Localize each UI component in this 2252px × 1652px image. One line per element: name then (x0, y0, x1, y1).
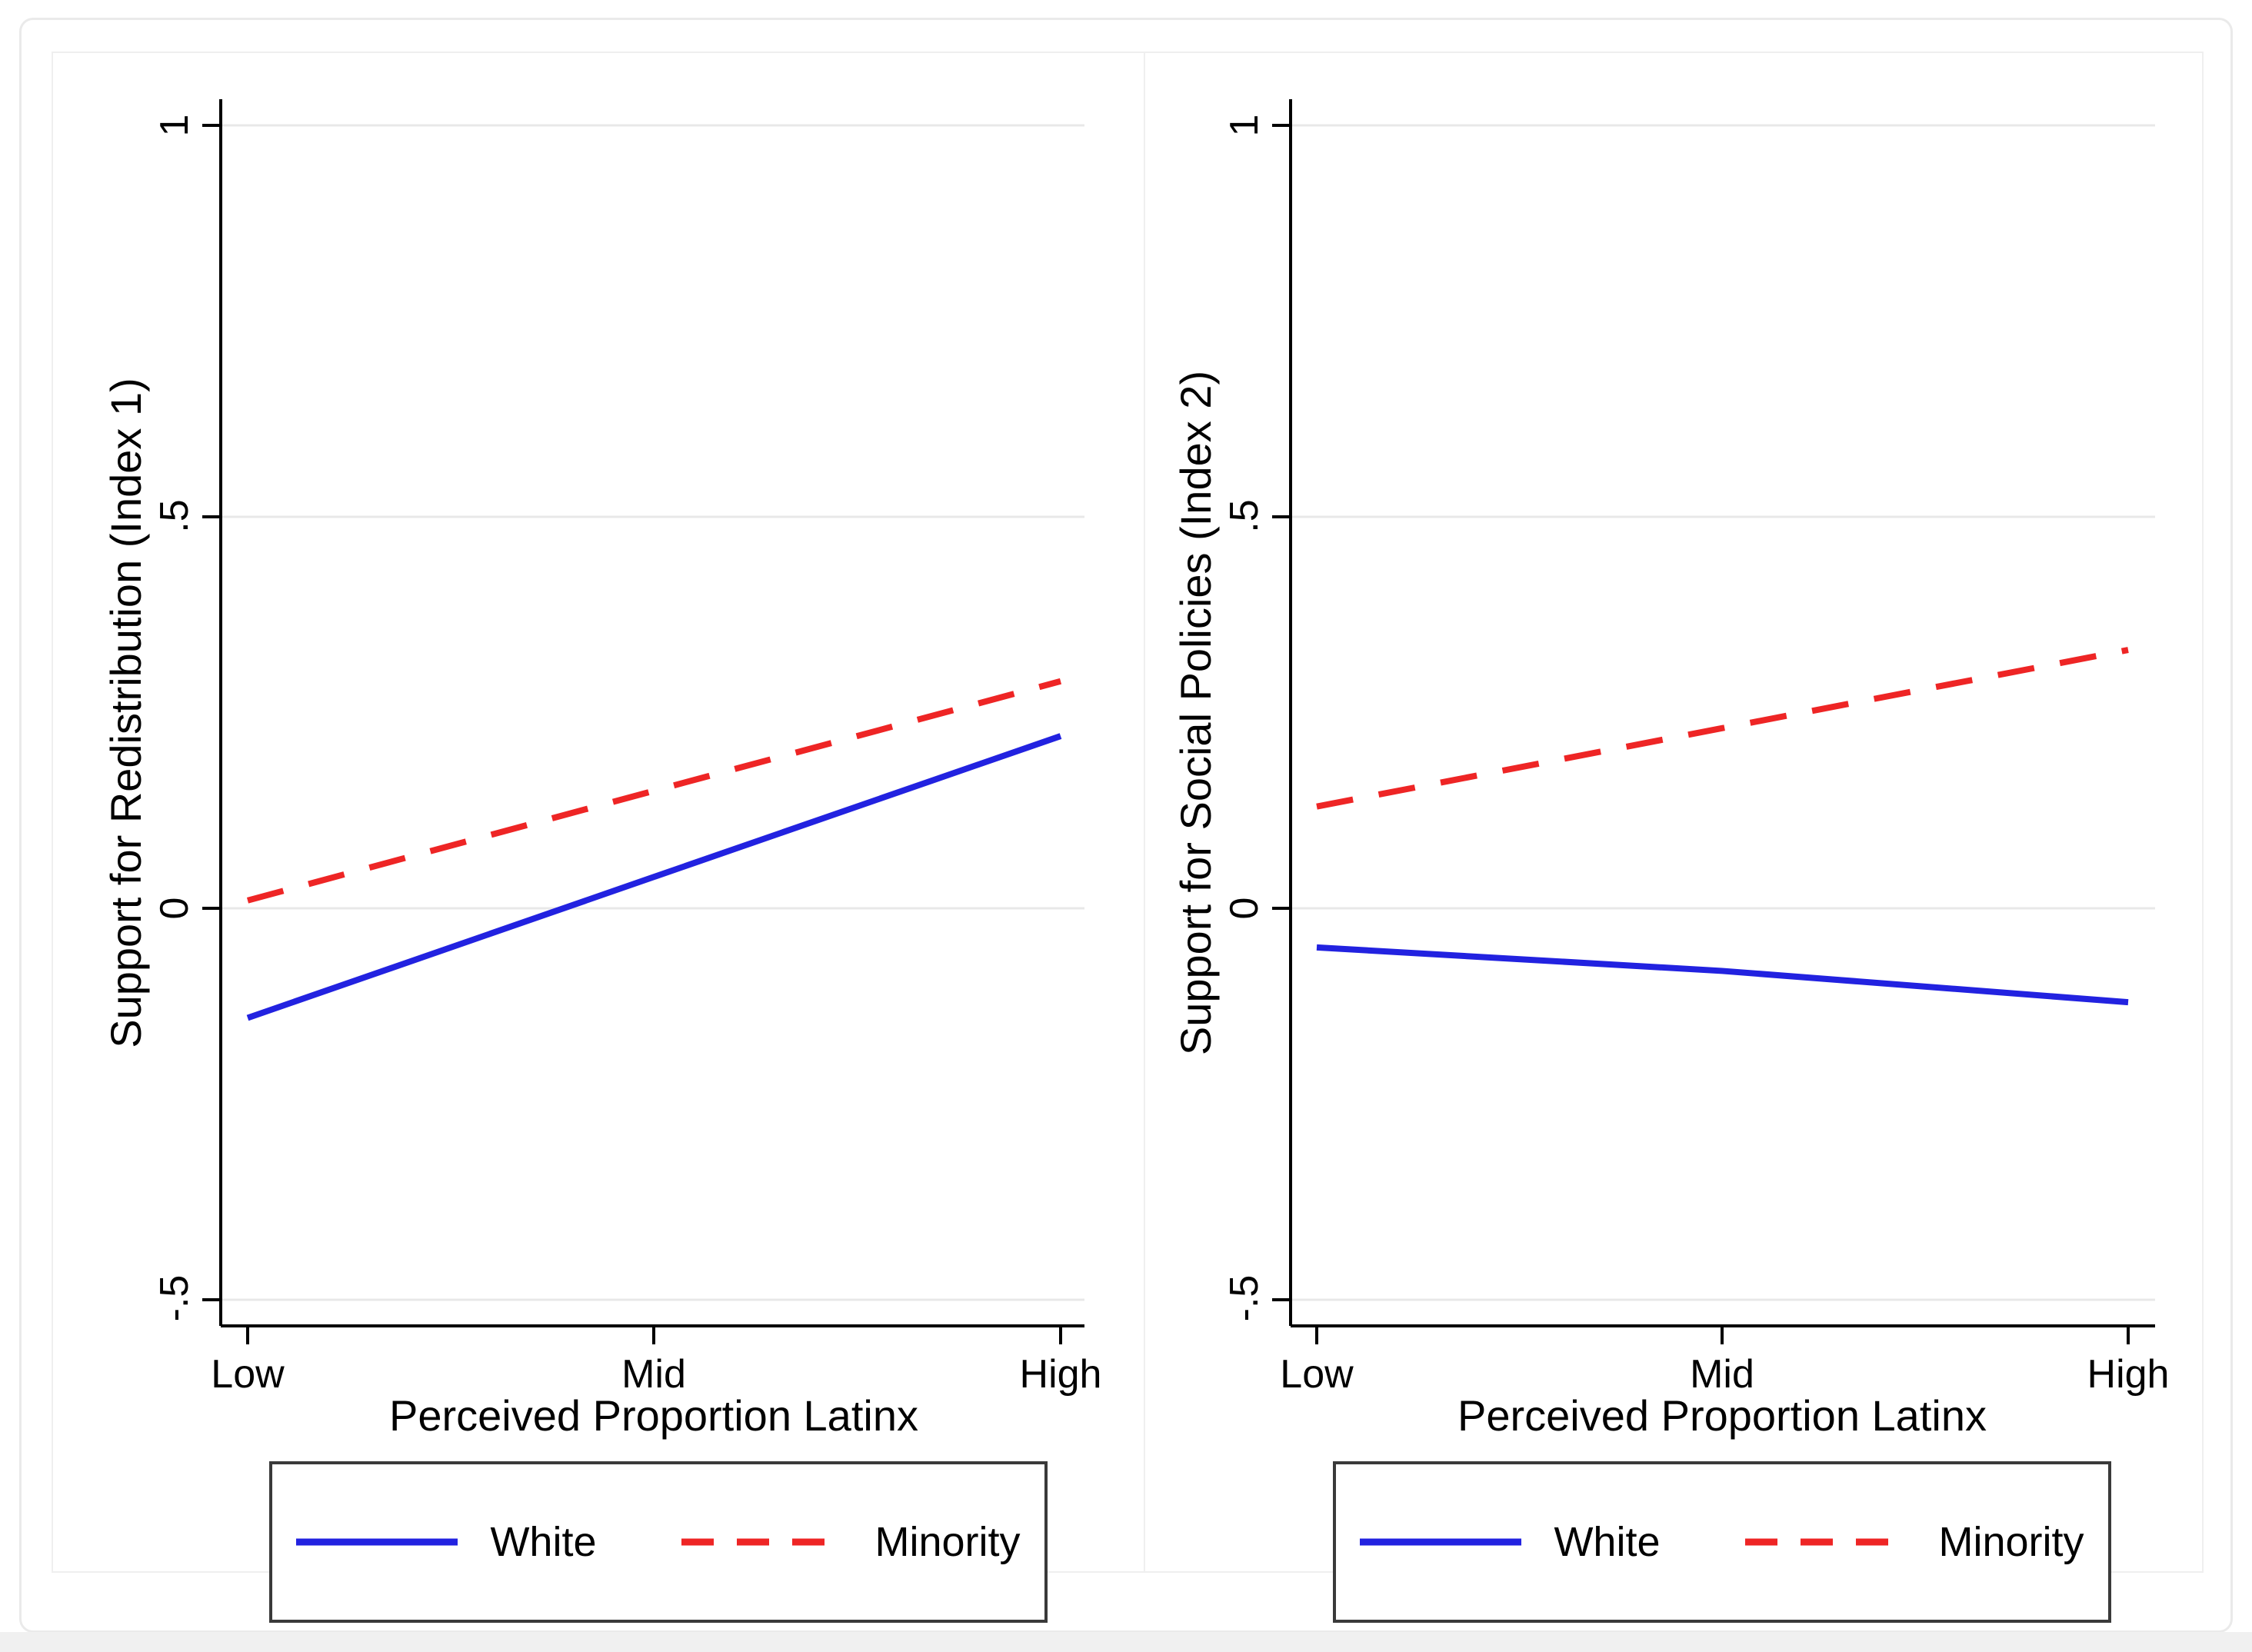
legend-line-white (1360, 1538, 1522, 1546)
series-line-white (246, 733, 1062, 1021)
left-plot-svg (202, 99, 1084, 1344)
y-tick-label: 1 (152, 114, 197, 137)
legend-line-minority (1744, 1538, 1907, 1546)
left-graph-panel: Support for Redistribution (Index 1) 1 .… (52, 52, 1147, 1623)
x-tick-label-high: High (1019, 1352, 1102, 1397)
legend-label-white: White (490, 1519, 597, 1565)
y-tick-label: -.5 (152, 1274, 197, 1322)
x-tick-label-mid: Mid (1690, 1352, 1754, 1397)
y-tick-label: -.5 (1222, 1274, 1267, 1322)
legend-label-minority: Minority (1938, 1519, 2084, 1565)
series-line-white (1316, 944, 2129, 1006)
y-tick-label: .5 (152, 499, 197, 533)
y-axis-title: Support for Redistribution (Index 1) (102, 378, 150, 1048)
right-graph-panel: Support for Social Policies (Index 2) 1 … (1144, 52, 2204, 1623)
legend-line-minority (681, 1538, 843, 1546)
y-tick-label: 0 (152, 897, 197, 920)
y-axis-title: Support for Social Policies (Index 2) (1171, 370, 1220, 1056)
legend-label-minority: Minority (874, 1519, 1021, 1565)
legend: White Minority (269, 1461, 1048, 1623)
series-line-minority (1316, 647, 2129, 810)
x-axis-title: Perceived Proportion Latinx (1457, 1391, 1987, 1440)
x-tick-label-high: High (2087, 1352, 2170, 1397)
y-tick-label: 1 (1222, 114, 1267, 137)
legend-label-white: White (1554, 1519, 1661, 1565)
x-axis-title: Perceived Proportion Latinx (389, 1391, 918, 1440)
footer-band (0, 1632, 2252, 1652)
right-plot-svg (1272, 99, 2155, 1344)
x-tick-label-mid: Mid (621, 1352, 686, 1397)
legend-line-white (296, 1538, 458, 1546)
y-tick-label: .5 (1222, 499, 1267, 533)
x-tick-label-low: Low (211, 1352, 285, 1397)
x-tick-label-low: Low (1280, 1352, 1354, 1397)
y-tick-label: 0 (1222, 897, 1267, 920)
series-line-minority (246, 678, 1062, 904)
legend: White Minority (1333, 1461, 2111, 1623)
